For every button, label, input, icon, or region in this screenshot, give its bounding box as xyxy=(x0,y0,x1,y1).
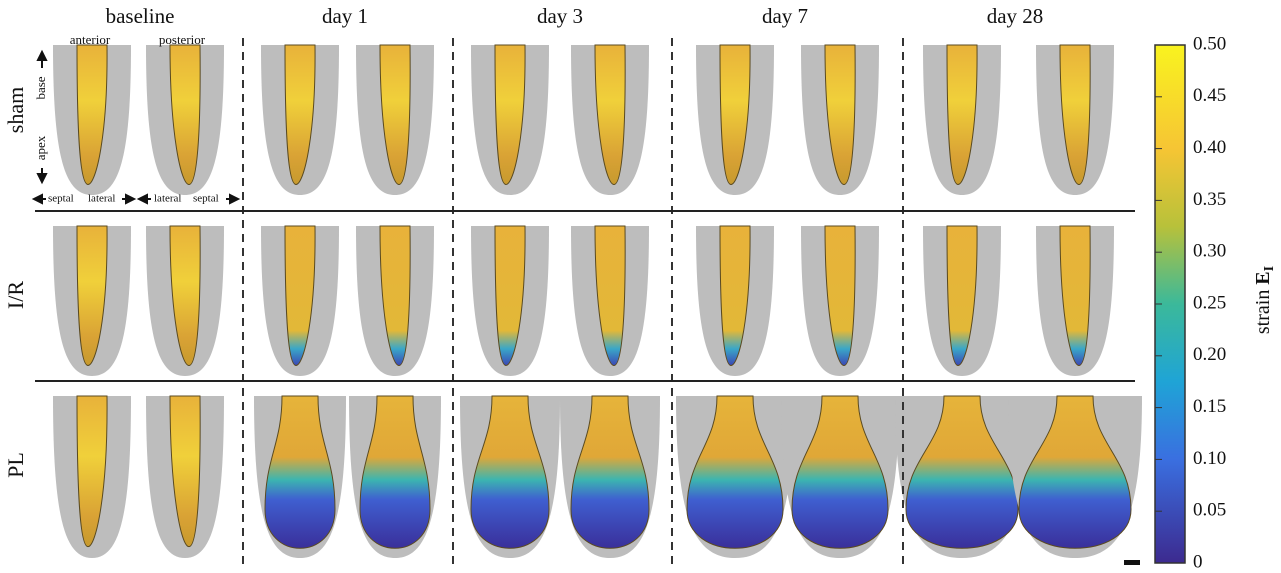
label-subscript: I xyxy=(1262,266,1277,271)
figure: baseline day 1 day 3 day 7 day 28 sham I… xyxy=(0,0,1281,573)
tick-label: 0.20 xyxy=(1193,344,1226,365)
tick-label: 0.50 xyxy=(1193,33,1226,54)
annotation: posterior xyxy=(159,32,206,47)
tick-label: 0 xyxy=(1193,551,1203,572)
annotation: lateral xyxy=(154,193,181,205)
row-label: I/R xyxy=(3,281,28,309)
tick-label: 0.35 xyxy=(1193,189,1226,210)
tick-label: 0.40 xyxy=(1193,137,1226,158)
column-header: day 3 xyxy=(537,4,583,28)
row-label: PL xyxy=(3,452,28,478)
annotation: lateral xyxy=(88,193,115,205)
ventricle-shapes xyxy=(53,45,1142,558)
tick-label: 0.15 xyxy=(1193,396,1226,417)
annotation: septal xyxy=(48,193,74,205)
annotation: septal xyxy=(193,193,219,205)
annotation: base xyxy=(33,76,48,99)
column-header: baseline xyxy=(106,4,175,28)
tick-label: 0.25 xyxy=(1193,292,1226,313)
tick-label: 0.45 xyxy=(1193,85,1226,106)
annotation: apex xyxy=(33,135,48,160)
tick-label: 0.10 xyxy=(1193,448,1226,469)
label-text: strain xyxy=(1252,290,1274,334)
tick-label: 0.30 xyxy=(1193,241,1226,262)
column-header: day 7 xyxy=(762,4,808,28)
column-header: day 1 xyxy=(322,4,368,28)
scale-bar xyxy=(1124,560,1140,565)
annotation: anterior xyxy=(70,32,111,47)
row-label: sham xyxy=(3,87,28,133)
colorbar-label: strain EI xyxy=(1252,266,1278,334)
tick-label: 0.05 xyxy=(1193,500,1226,521)
column-header: day 28 xyxy=(987,4,1044,28)
label-symbol: E xyxy=(1252,271,1274,284)
